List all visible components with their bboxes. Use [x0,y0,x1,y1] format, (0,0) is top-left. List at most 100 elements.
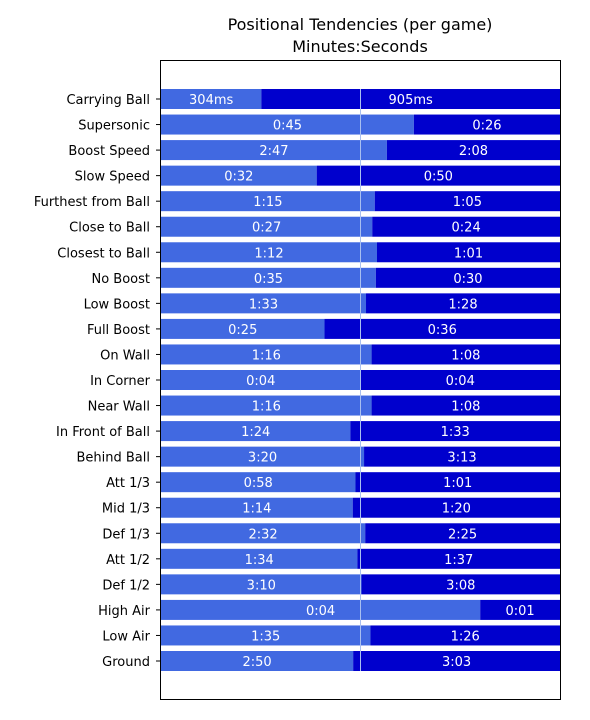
bar-label-series-2: 0:01 [505,604,534,619]
bar-series-2 [413,114,560,135]
y-tick-label: Att 1/2 [106,553,150,568]
y-tick-label: Def 1/2 [102,578,150,593]
y-tick-label: Low Boost [84,297,150,312]
bar-series-1 [161,523,366,544]
bar-label-series-1: 1:35 [251,629,280,644]
bar-series-1 [161,421,351,442]
bar-label-series-1: 3:20 [248,451,277,466]
bar-series-2 [374,191,560,212]
bar-label-series-2: 3:03 [442,655,471,670]
bar-series-1 [161,574,362,595]
bar-series-2 [365,523,560,544]
bar-series-1 [161,165,317,186]
bar-series-2 [261,89,560,109]
bar-label-series-2: 1:20 [442,502,471,517]
y-tick-label: Def 1/3 [102,527,150,542]
y-tick-label: Close to Ball [69,221,150,236]
bar-series-2 [480,599,560,620]
y-tick-label: Ground [102,655,150,670]
y-tick-label: In Corner [90,374,151,389]
bar-label-series-1: 1:34 [245,553,274,568]
y-tick-label: Boost Speed [68,144,150,159]
bar-series-1 [161,191,375,212]
bar-label-series-1: 2:50 [242,655,271,670]
bar-series-1 [161,548,358,569]
bar-series-2 [361,574,560,595]
chart-title: Positional Tendencies (per game) [228,15,493,34]
bar-series-2 [371,344,560,365]
bar-label-series-1: 1:15 [253,195,282,210]
y-tick-label: Furthest from Ball [34,195,150,210]
bar-series-2 [352,497,560,518]
y-tick-label: Low Air [102,629,150,644]
bar-series-1 [161,344,372,365]
bar-series-2 [353,651,560,671]
y-tick-label: Behind Ball [77,451,151,466]
bar-label-series-1: 0:45 [273,119,302,134]
bar-label-series-2: 0:04 [446,374,475,389]
bar-label-series-1: 0:04 [246,374,275,389]
bar-label-series-1: 0:58 [244,476,273,491]
bar-label-series-2: 3:13 [447,451,476,466]
bar-label-series-2: 1:28 [448,297,477,312]
y-tick-label: Slow Speed [75,170,150,185]
bar-label-series-2: 1:08 [451,348,480,363]
bar-series-2 [366,293,560,314]
bar-series-2 [386,140,560,161]
bar-series-1 [161,89,262,109]
y-tick-labels: Carrying Ball Supersonic Boost Speed Slow S… [34,93,160,670]
bar-series-1 [161,472,356,493]
bar-label-series-1: 2:47 [259,144,288,159]
y-tick-label: On Wall [100,348,150,363]
bar-label-series-1: 0:25 [228,323,257,338]
chart-subtitle: Minutes:Seconds [292,37,428,56]
y-tick-label: In Front of Ball [56,425,150,440]
bar-label-series-1: 2:32 [248,527,277,542]
bar-series-2 [377,242,560,263]
bar-label-series-1: 3:10 [247,578,276,593]
bar-series-1 [161,293,367,314]
bar-series-2 [375,267,560,288]
bar-label-series-2: 0:50 [424,170,453,185]
bar-series-1 [161,625,371,646]
bar-label-series-2: 905ms [389,93,433,108]
bar-series-1 [161,318,325,339]
bar-series-1 [161,446,365,467]
bar-label-series-2: 1:01 [443,476,472,491]
bar-series-1 [161,242,377,263]
bar-label-series-2: 0:30 [453,272,482,287]
bar-series-2 [364,446,560,467]
bar-series-2 [350,421,560,442]
bar-series-2 [324,318,560,339]
bar-label-series-1: 0:32 [224,170,253,185]
bar-series-2 [316,165,560,186]
bar-series-1 [161,370,361,390]
bar-series-2 [370,625,560,646]
y-tick-label: Supersonic [78,119,150,134]
y-tick-label: Att 1/3 [106,476,150,491]
bar-series-2 [372,216,560,237]
bar-series-2 [357,548,560,569]
bar-series-1 [161,651,354,671]
bar-label-series-1: 304ms [189,93,233,108]
bar-label-series-2: 1:01 [454,246,483,261]
bar-label-series-1: 1:16 [252,400,281,415]
bar-series-2 [371,395,560,416]
bar-series-2 [360,370,560,390]
bar-label-series-1: 1:16 [252,348,281,363]
y-tick-label: Closest to Ball [57,246,150,261]
bar-label-series-2: 2:25 [448,527,477,542]
bar-label-series-1: 1:12 [254,246,283,261]
bar-series-1 [161,216,373,237]
y-tick-label: Mid 1/3 [102,502,150,517]
bar-label-series-2: 0:24 [452,221,481,236]
bar-series-1 [161,497,353,518]
bar-label-series-2: 0:36 [428,323,457,338]
bar-label-series-2: 1:08 [451,400,480,415]
bar-series-1 [161,395,372,416]
bar-series-1 [161,599,481,620]
bar-label-series-2: 1:37 [444,553,473,568]
bar-label-series-1: 1:33 [249,297,278,312]
bar-label-series-1: 1:24 [241,425,270,440]
